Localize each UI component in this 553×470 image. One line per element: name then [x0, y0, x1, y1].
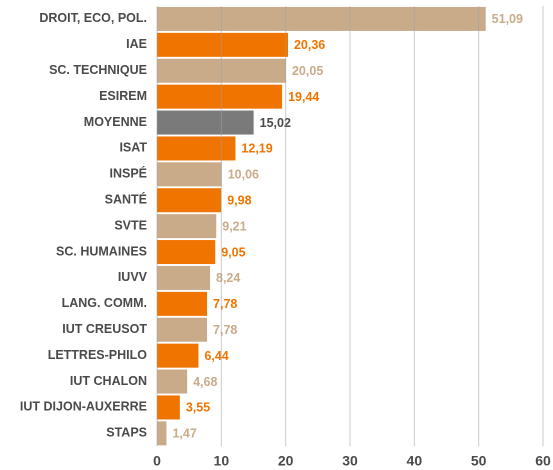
value-label: 6,44: [204, 349, 228, 363]
value-label: 15,02: [260, 116, 291, 130]
x-tick-label: 30: [342, 453, 358, 469]
y-tick-label: INSPÉ: [109, 166, 147, 181]
value-label: 20,05: [292, 64, 323, 78]
y-tick-label: SVTE: [114, 218, 147, 232]
x-tick-label: 40: [407, 453, 423, 469]
bar: [157, 317, 208, 342]
y-tick-label: STAPS: [106, 426, 147, 440]
value-label: 10,06: [228, 168, 259, 182]
y-tick-label: IUVV: [118, 270, 148, 284]
bar: [157, 369, 188, 394]
x-tick-label: 60: [535, 453, 551, 469]
y-tick-label: IUT CREUSOT: [62, 322, 147, 336]
y-tick-label: IAE: [126, 37, 147, 51]
bar: [157, 395, 180, 420]
value-label: 3,55: [186, 401, 210, 415]
bar: [157, 6, 486, 31]
y-tick-label: SANTÉ: [105, 192, 147, 207]
y-tick-label: ISAT: [119, 141, 147, 155]
value-label: 4,68: [193, 375, 217, 389]
bar: [157, 214, 217, 239]
bar: [157, 291, 208, 316]
y-tick-label: LANG. COMM.: [62, 296, 147, 310]
bar: [157, 136, 236, 161]
value-label: 51,09: [492, 12, 523, 26]
y-tick-label: SC. HUMAINES: [56, 244, 147, 258]
y-tick-label: MOYENNE: [84, 115, 147, 129]
bar: [157, 421, 167, 446]
value-label: 7,78: [213, 297, 237, 311]
value-label: 1,47: [172, 427, 196, 441]
value-label: 20,36: [294, 38, 325, 52]
bar: [157, 110, 254, 135]
x-tick-label: 20: [278, 453, 294, 469]
value-label: 7,78: [213, 323, 237, 337]
bar: [157, 343, 199, 368]
bar: [157, 162, 222, 187]
value-label: 9,21: [222, 219, 246, 233]
y-tick-label: SC. TECHNIQUE: [49, 63, 147, 77]
y-tick-label: ESIREM: [99, 89, 147, 103]
value-label: 12,19: [241, 142, 272, 156]
bar: [157, 240, 216, 265]
bar: [157, 188, 222, 213]
value-label: 8,24: [216, 271, 240, 285]
value-label: 9,05: [221, 245, 245, 259]
y-tick-label: IUT DIJON-AUXERRE: [20, 400, 147, 414]
x-tick-label: 50: [471, 453, 487, 469]
bar: [157, 84, 283, 109]
x-tick-label: 10: [214, 453, 230, 469]
bar: [157, 32, 288, 57]
y-tick-label: DROIT, ECO, POL.: [39, 11, 147, 25]
bar: [157, 265, 211, 290]
value-label: 19,44: [288, 90, 319, 104]
x-tick-label: 0: [153, 453, 161, 469]
value-label: 9,98: [227, 194, 251, 208]
y-tick-label: LETTRES-PHILO: [48, 348, 148, 362]
y-tick-label: IUT CHALON: [70, 374, 147, 388]
